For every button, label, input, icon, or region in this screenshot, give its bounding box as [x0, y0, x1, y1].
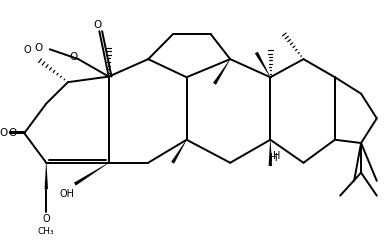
Text: O: O	[0, 128, 8, 138]
Text: O: O	[24, 45, 32, 55]
Text: O: O	[34, 43, 42, 53]
Text: O: O	[42, 214, 50, 224]
Polygon shape	[269, 140, 272, 166]
Text: O: O	[93, 20, 102, 30]
Text: O: O	[8, 128, 16, 138]
Text: H: H	[273, 151, 280, 161]
Text: O: O	[69, 53, 77, 62]
Polygon shape	[213, 59, 230, 85]
Polygon shape	[171, 140, 187, 164]
Polygon shape	[255, 52, 270, 77]
Text: CH₃: CH₃	[38, 227, 54, 236]
Text: OH: OH	[59, 189, 74, 199]
Polygon shape	[45, 163, 48, 189]
Polygon shape	[74, 162, 109, 186]
Text: H: H	[270, 153, 278, 163]
